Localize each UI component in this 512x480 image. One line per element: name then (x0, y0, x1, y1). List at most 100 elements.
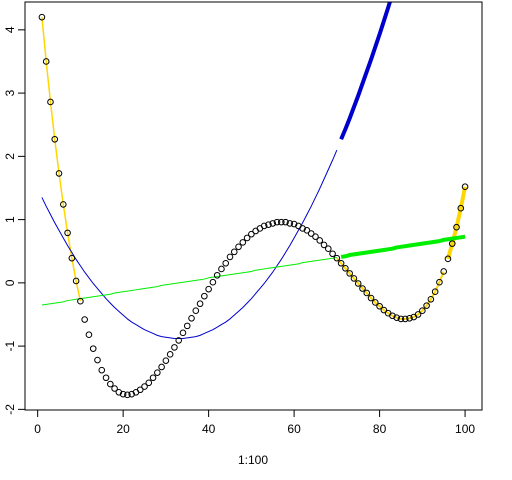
point (324, 245, 332, 252)
y-tick-label: 2 (3, 153, 17, 160)
y-tick-label: -2 (3, 404, 17, 415)
point (201, 292, 208, 300)
y-tick-label: 4 (3, 26, 17, 33)
point (337, 259, 345, 267)
point (72, 277, 80, 285)
point (380, 306, 388, 314)
point (196, 300, 204, 308)
x-axis-label: 1:100 (238, 453, 268, 467)
point (427, 296, 435, 303)
point (141, 383, 148, 390)
point (406, 314, 413, 322)
point (171, 344, 178, 351)
point (286, 220, 294, 227)
point (333, 254, 341, 262)
point (149, 374, 157, 382)
point (346, 270, 353, 277)
point (453, 223, 460, 231)
point (179, 329, 187, 337)
point (269, 220, 277, 227)
point (213, 271, 221, 279)
point (205, 285, 212, 293)
point (85, 331, 93, 339)
x-tick-label: 80 (373, 422, 387, 436)
point (81, 316, 88, 323)
x-tick-label: 40 (202, 422, 216, 436)
point (183, 322, 191, 330)
point (154, 369, 161, 376)
point (243, 234, 251, 242)
point (307, 230, 315, 237)
point (98, 366, 106, 374)
point (389, 312, 396, 320)
line-segment (41, 257, 337, 306)
point (265, 221, 272, 228)
point (59, 201, 67, 208)
point (440, 268, 448, 275)
point (162, 357, 170, 364)
point (419, 307, 426, 314)
point (89, 345, 97, 352)
point (136, 386, 144, 394)
point (68, 254, 76, 262)
point (448, 240, 456, 247)
point (248, 230, 255, 238)
point (175, 337, 183, 344)
y-tick-label: -1 (3, 340, 17, 351)
line-segment (339, 2, 392, 141)
point (94, 356, 101, 364)
line-segment (340, 234, 466, 259)
point (111, 385, 118, 392)
point (312, 233, 319, 240)
point (145, 379, 153, 387)
point (119, 390, 127, 398)
point (320, 241, 328, 249)
point (42, 58, 50, 65)
point (316, 237, 324, 244)
point (397, 315, 405, 323)
point (363, 289, 371, 297)
point (354, 280, 362, 287)
x-tick-label: 60 (287, 422, 301, 436)
point (260, 222, 268, 230)
point (342, 265, 349, 272)
x-tick-label: 20 (116, 422, 130, 436)
point (273, 218, 281, 226)
line-segment (41, 149, 338, 340)
point (102, 374, 110, 382)
point (329, 250, 336, 258)
point (64, 229, 71, 237)
line-segment (41, 17, 82, 302)
plot-area (38, 2, 469, 399)
point (303, 227, 311, 234)
point (282, 218, 289, 226)
point (461, 183, 469, 191)
point (431, 288, 439, 296)
point (115, 388, 123, 396)
point (372, 299, 379, 306)
point (209, 278, 217, 286)
point (359, 285, 366, 292)
point (107, 380, 114, 388)
point (77, 297, 84, 305)
point (192, 307, 200, 314)
point (367, 294, 375, 302)
line-segment (446, 186, 468, 260)
point (350, 275, 358, 282)
y-tick-label: 0 (3, 279, 17, 286)
point (230, 248, 238, 256)
point (444, 255, 452, 263)
point (55, 170, 63, 177)
point (235, 243, 242, 251)
y-tick-label: 1 (3, 216, 17, 223)
point (277, 218, 285, 226)
point (188, 314, 195, 322)
point (376, 302, 383, 310)
point (166, 351, 174, 358)
point (124, 391, 131, 399)
y-tick-label: 3 (3, 89, 17, 96)
point (290, 220, 298, 228)
point (226, 253, 234, 261)
